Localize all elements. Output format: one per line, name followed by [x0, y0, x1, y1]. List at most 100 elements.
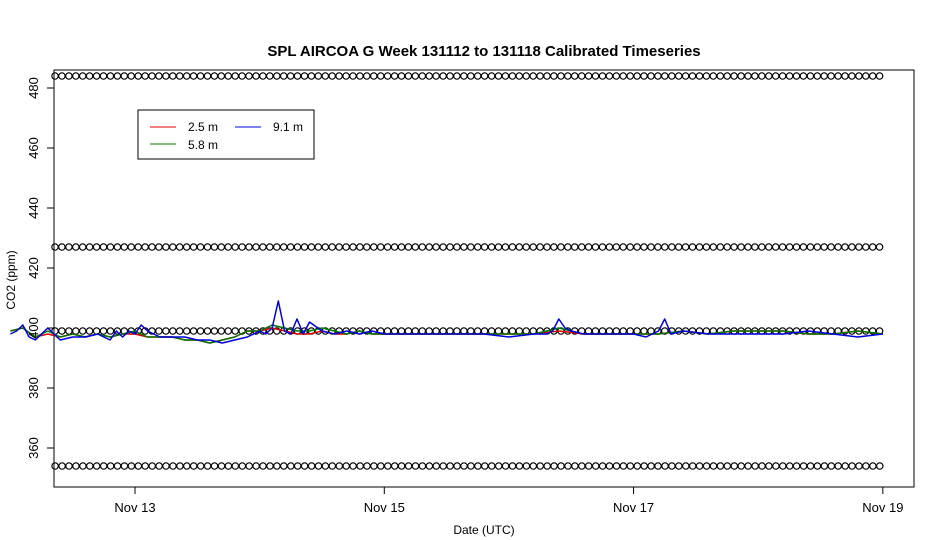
marker-row-1 [591, 243, 600, 251]
marker-row-1 [113, 243, 122, 251]
marker-row-0 [85, 72, 94, 80]
marker-row-3 [543, 462, 552, 470]
marker-row-3 [363, 462, 371, 470]
marker-row-3 [79, 462, 87, 470]
plot-frame [53, 69, 915, 488]
marker-row-3 [390, 462, 399, 470]
marker-row-3 [203, 462, 212, 470]
marker-row-3 [841, 462, 850, 470]
marker-row-3 [224, 462, 233, 470]
marker-row-1 [51, 243, 59, 251]
marker-row-0 [612, 72, 621, 80]
marker-row-2 [522, 327, 531, 335]
marker-row-3 [196, 462, 205, 470]
y-tick-label: 360 [26, 437, 41, 459]
marker-row-1 [148, 243, 156, 251]
marker-row-1 [480, 243, 489, 251]
marker-row-0 [439, 72, 447, 80]
marker-row-0 [397, 72, 406, 80]
marker-row-3 [855, 462, 863, 470]
marker-row-1 [92, 243, 101, 251]
marker-row-2 [612, 327, 621, 335]
marker-row-2 [196, 327, 205, 335]
marker-row-2 [508, 327, 517, 335]
marker-row-2 [72, 327, 80, 335]
marker-row-1 [723, 243, 732, 251]
marker-row-3 [155, 462, 163, 470]
marker-row-0 [813, 72, 822, 80]
marker-row-1 [834, 243, 842, 251]
marker-row-2 [92, 327, 101, 335]
marker-row-0 [626, 72, 635, 80]
marker-row-0 [162, 72, 170, 80]
marker-row-1 [813, 243, 822, 251]
marker-row-3 [252, 462, 260, 470]
marker-row-1 [286, 243, 295, 251]
marker-row-3 [446, 462, 454, 470]
marker-row-3 [487, 462, 496, 470]
marker-row-1 [806, 243, 815, 251]
marker-row-1 [501, 243, 510, 251]
marker-row-3 [647, 462, 655, 470]
marker-row-0 [328, 72, 337, 80]
marker-row-0 [508, 72, 517, 80]
marker-row-0 [432, 72, 440, 80]
marker-row-3 [612, 462, 621, 470]
y-tick-label: 440 [26, 197, 41, 219]
marker-row-3 [259, 462, 267, 470]
marker-row-3 [183, 462, 191, 470]
marker-row-1 [99, 243, 108, 251]
marker-row-0 [834, 72, 842, 80]
marker-row-3 [120, 462, 129, 470]
marker-row-0 [737, 72, 745, 80]
marker-row-3 [460, 462, 468, 470]
marker-row-0 [307, 72, 316, 80]
marker-row-0 [674, 72, 683, 80]
marker-row-0 [127, 72, 136, 80]
marker-row-1 [432, 243, 440, 251]
marker-row-3 [605, 462, 614, 470]
marker-row-3 [106, 462, 115, 470]
marker-row-0 [342, 72, 350, 80]
marker-row-1 [169, 243, 177, 251]
marker-row-0 [99, 72, 108, 80]
marker-row-3 [467, 462, 475, 470]
marker-row-3 [654, 462, 662, 470]
marker-row-1 [660, 243, 669, 251]
marker-row-1 [757, 243, 766, 251]
series-line-5-8-m [10, 324, 883, 344]
marker-row-1 [460, 243, 468, 251]
chart-title: SPL AIRCOA G Week 131112 to 131118 Calib… [267, 43, 700, 60]
marker-row-2 [106, 327, 115, 335]
marker-row-3 [397, 462, 406, 470]
marker-row-3 [99, 462, 108, 470]
marker-row-2 [383, 327, 392, 335]
marker-row-1 [647, 243, 655, 251]
marker-row-1 [473, 243, 482, 251]
marker-row-3 [148, 462, 157, 470]
marker-row-1 [390, 243, 399, 251]
marker-row-0 [619, 72, 628, 80]
marker-row-3 [695, 462, 704, 470]
legend-box [137, 109, 315, 160]
marker-row-1 [536, 243, 544, 251]
marker-row-0 [605, 72, 614, 80]
x-axis-label: Date (UTC) [453, 523, 514, 537]
marker-row-1 [272, 243, 281, 251]
marker-row-1 [626, 243, 635, 251]
marker-row-1 [466, 243, 475, 251]
marker-row-3 [827, 462, 836, 470]
marker-row-3 [113, 462, 122, 470]
marker-row-3 [730, 462, 739, 470]
marker-row-3 [834, 462, 843, 470]
marker-row-1 [799, 243, 808, 251]
marker-row-3 [508, 462, 517, 470]
marker-row-3 [189, 462, 198, 470]
marker-row-1 [688, 243, 697, 251]
marker-row-0 [785, 72, 794, 80]
marker-row-0 [155, 72, 163, 80]
marker-row-0 [383, 72, 392, 80]
marker-row-1 [612, 243, 621, 251]
marker-row-1 [78, 243, 87, 251]
marker-row-3 [321, 462, 330, 470]
